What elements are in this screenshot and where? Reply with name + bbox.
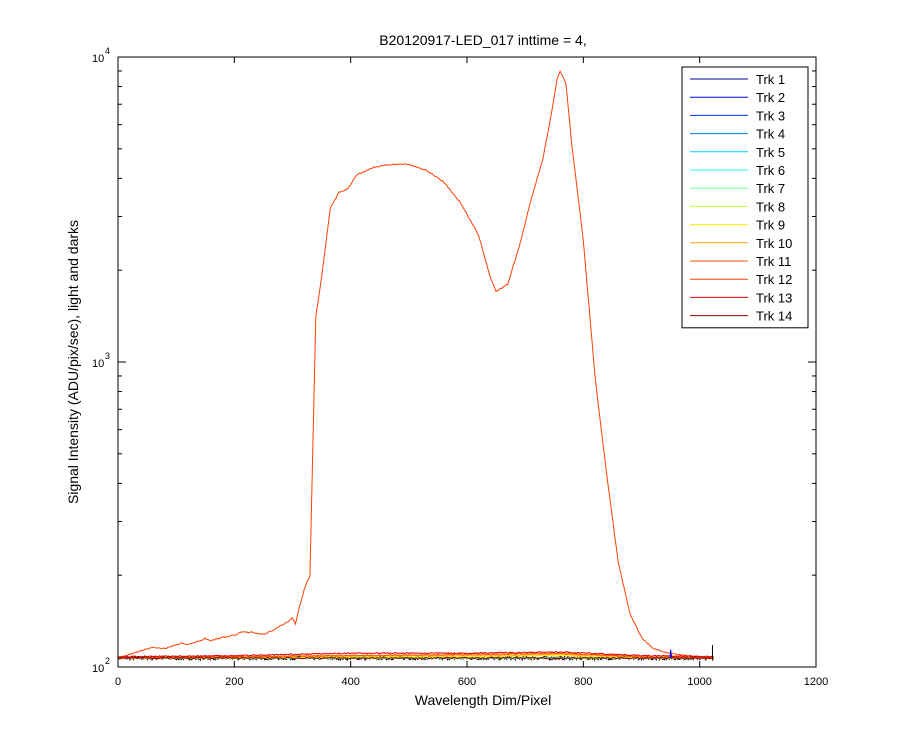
legend-label: Trk 13 xyxy=(756,290,792,305)
series-line-trk-13 xyxy=(117,651,714,658)
legend-label: Trk 8 xyxy=(756,199,785,214)
legend-label: Trk 5 xyxy=(756,145,785,160)
x-axis-label: Wavelength Dim/Pixel xyxy=(415,692,551,708)
chart-title: B20120917-LED_017 inttime = 4, xyxy=(379,32,586,48)
legend-label: Trk 1 xyxy=(756,72,785,87)
legend-label: Trk 3 xyxy=(756,108,785,123)
legend-box xyxy=(681,66,809,329)
y-tick-label-exp: 3 xyxy=(105,351,110,361)
series-line-trk-12 xyxy=(117,70,714,659)
y-tick-label-exp: 4 xyxy=(105,46,110,56)
legend-label: Trk 10 xyxy=(756,236,792,251)
x-tick-label: 400 xyxy=(341,676,359,688)
x-tick-label: 200 xyxy=(225,676,243,688)
y-tick-label-exp: 2 xyxy=(105,656,110,666)
legend-label: Trk 4 xyxy=(756,127,785,142)
legend-label: Trk 11 xyxy=(756,254,791,269)
legend-label: Trk 2 xyxy=(756,90,785,105)
y-tick-label-base: 10 xyxy=(92,53,104,65)
y-tick-label-base: 10 xyxy=(92,663,104,675)
legend-label: Trk 6 xyxy=(756,163,785,178)
series-line-trk-11 xyxy=(117,652,714,660)
x-tick-label: 800 xyxy=(574,676,592,688)
legend-label: Trk 14 xyxy=(756,309,792,324)
legend-label: Trk 12 xyxy=(756,272,792,287)
legend: Trk 1 Trk 2 Trk 3 Trk 4 Trk 5 Trk 6 Trk 7 Trk 8… xyxy=(681,66,809,329)
series-line-trk-14 xyxy=(117,656,714,660)
legend-label: Trk 7 xyxy=(756,181,785,196)
x-tick-label: 0 xyxy=(115,676,121,688)
x-tick-label: 600 xyxy=(458,676,476,688)
spike-mark xyxy=(669,649,673,659)
plot-area xyxy=(117,70,714,662)
y-tick-label-base: 10 xyxy=(92,358,104,370)
legend-label: Trk 9 xyxy=(756,218,785,233)
x-tick-label: 1000 xyxy=(687,676,711,688)
x-tick-label: 1200 xyxy=(804,676,828,688)
y-axis-label: Signal Intensity (ADU/pix/sec), light an… xyxy=(65,220,81,504)
